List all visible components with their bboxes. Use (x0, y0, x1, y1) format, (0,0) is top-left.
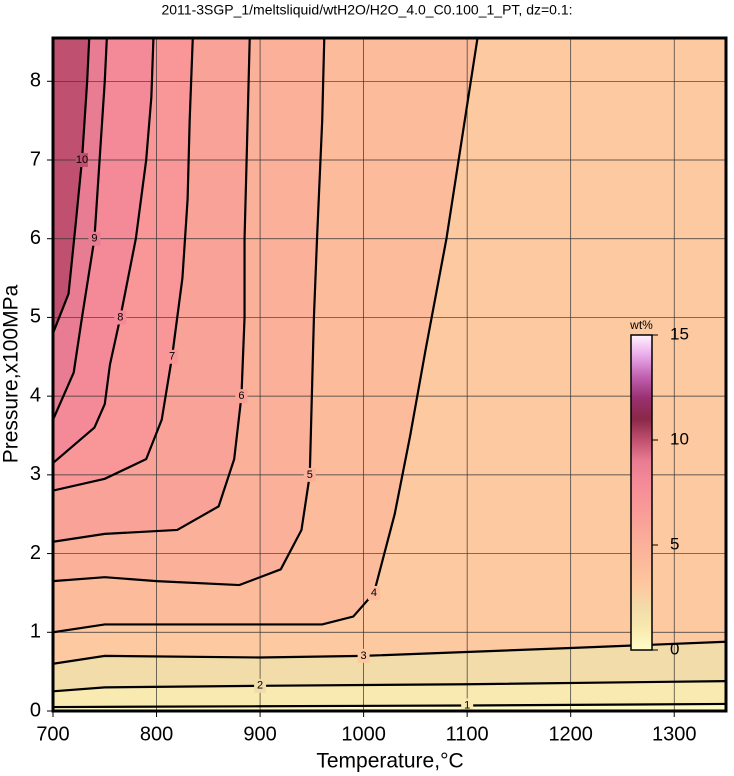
contour-fill (53, 38, 90, 334)
colorbar (630, 334, 653, 651)
contour-label-bg (166, 349, 179, 364)
contour-label: 4 (371, 587, 377, 599)
x-tick-label: 1100 (446, 723, 489, 745)
y-tick-label: 0 (30, 699, 41, 721)
contour-label-bg (254, 678, 267, 693)
x-tick-label: 1000 (341, 723, 386, 745)
contour-label: 5 (307, 469, 313, 481)
colorbar-tick-label: 10 (670, 429, 689, 448)
plot-frame (51, 36, 728, 713)
contour-label-bg (367, 585, 380, 600)
x-tick-label: 1200 (548, 723, 593, 745)
y-tick-label: 7 (30, 148, 41, 170)
contour-line (53, 38, 326, 587)
contour-label: 10 (76, 154, 88, 166)
x-tick-label: 700 (36, 723, 69, 745)
contour-label: 6 (238, 390, 244, 402)
x-tick-label: 1300 (652, 723, 697, 745)
contour-label: 8 (117, 311, 123, 323)
y-tick-label: 6 (30, 227, 41, 249)
contour-label: 1 (464, 699, 470, 711)
plot-area: 1 2 3 4 5 6 7 8 9 10 (53, 38, 726, 711)
y-tick-label: 3 (30, 463, 41, 485)
y-tick-label: 1 (30, 621, 41, 643)
colorbar-label: wt% (629, 318, 653, 332)
y-tick-label: 5 (30, 306, 41, 328)
chart-title: 2011-3SGP_1/meltsliquid/wtH2O/H2O_4.0_C0… (161, 2, 572, 18)
contour-label-bg (88, 231, 101, 246)
contour-line (53, 38, 251, 543)
colorbar-tick-label: 5 (670, 534, 679, 553)
contour-label: 7 (169, 351, 175, 363)
y-axis-label: Pressure,x100MPa (0, 284, 23, 463)
contour-label-bg (114, 310, 127, 325)
contour-line (53, 640, 726, 665)
contour-label: 9 (91, 233, 97, 245)
contour-label: 2 (257, 680, 263, 692)
y-tick-label: 8 (30, 70, 41, 92)
contour-label-bg (75, 153, 88, 168)
contour-line (53, 702, 726, 709)
contour-line (53, 38, 91, 334)
x-tick-label: 900 (243, 723, 276, 745)
x-tick-label: 800 (140, 723, 173, 745)
x-axis-label: Temperature,°C (316, 750, 463, 773)
contour-label-bg (461, 698, 474, 711)
contour-label-bg (235, 389, 248, 404)
contour-label: 3 (361, 650, 367, 662)
colorbar-tick-label: 0 (670, 639, 679, 658)
colorbar-tick-label: 15 (670, 324, 689, 343)
contour-label-bg (303, 467, 316, 482)
contour-label-bg (357, 648, 370, 663)
y-tick-label: 4 (30, 384, 41, 406)
y-tick-label: 2 (30, 542, 41, 564)
